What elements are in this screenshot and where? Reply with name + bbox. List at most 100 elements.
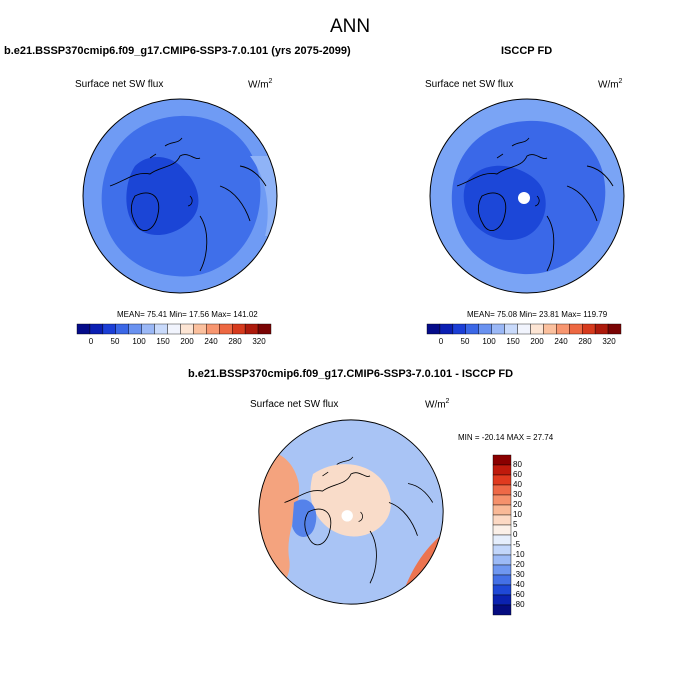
- figure-title: ANN: [329, 16, 371, 37]
- panel2-colorbar-labels: 0 50 100 150 200 240 280 320: [427, 337, 621, 349]
- panel1-colorbar-box: [76, 323, 91, 335]
- panel1-field-right: [250, 156, 277, 236]
- panel3-colorbar-label: -60: [513, 590, 525, 599]
- panel3-units: W/m2: [425, 398, 450, 411]
- panel2-colorbar-box: [569, 323, 583, 335]
- panel3-colorbar-label: 60: [513, 470, 522, 479]
- panel2-colorbar-box: [465, 323, 479, 335]
- panel3-colorbar-label: 80: [513, 460, 522, 469]
- panel3-coast-greenland: [304, 508, 332, 546]
- panel2-coast-greenland: [477, 192, 507, 232]
- panel1-colorbar-box: [219, 323, 233, 335]
- panel1-coast-eurasia: [199, 165, 267, 272]
- panel1-coast-islands: [149, 137, 193, 207]
- panel2-colorbar-label: 320: [602, 337, 616, 346]
- panel3-colorbar-box: [492, 534, 512, 546]
- panel1-colorbar-label: 240: [204, 337, 218, 346]
- panel2-title: ISCCP FD: [501, 45, 553, 57]
- panel2-colorbar-label: 240: [554, 337, 568, 346]
- panel3-colorbar-label: -80: [513, 600, 525, 609]
- panel2-colorbar-box: [426, 323, 441, 335]
- panel1-colorbar-label: 280: [228, 337, 242, 346]
- panel3-colorbar-label: -5: [513, 540, 521, 549]
- panel1-colorbar-label: 100: [132, 337, 146, 346]
- panel3-colorbar-box: [492, 474, 512, 486]
- panel2-colorbar-box: [517, 323, 531, 335]
- panel2-colorbar-box: [581, 323, 596, 335]
- panel3-field-blue-patch: [292, 499, 317, 537]
- panel3-coast-eurasia: [369, 483, 434, 584]
- panel2-colorbar-label: 100: [482, 337, 496, 346]
- panel3-title: b.e21.BSSP370cmip6.f09_g17.CMIP6-SSP3-7.…: [188, 368, 514, 380]
- panel1-colorbar-box: [231, 323, 246, 335]
- panel2-colorbar-box: [530, 323, 544, 335]
- panel2-map: [429, 98, 625, 294]
- panel1-colorbar-label: 50: [110, 337, 120, 346]
- panel1-title: b.e21.BSSP370cmip6.f09_g17.CMIP6-SSP3-7.…: [4, 45, 351, 57]
- panel2-colorbar-box: [543, 323, 557, 335]
- panel1-colorbar-box: [115, 323, 129, 335]
- panel1-colorbar-label: 200: [180, 337, 194, 346]
- panel2-colorbar-box: [556, 323, 570, 335]
- panel2-colorbar-label: 150: [506, 337, 520, 346]
- panel2-colorbar-label: 50: [460, 337, 470, 346]
- panel2-colorbar-box: [478, 323, 492, 335]
- panel3-colorbar-label: -30: [513, 570, 525, 579]
- panel1-colorbar-box: [257, 323, 272, 335]
- panel3-colorbar-box: [492, 484, 512, 496]
- panel3-colorbar-box: [492, 524, 512, 536]
- panel3-colorbar-label: 10: [513, 510, 522, 519]
- panel2-colorbar-label: 0: [438, 337, 444, 346]
- panel2-stats: MEAN= 75.08 Min= 23.81 Max= 119.79: [467, 310, 608, 319]
- panel1-colorbar-box: [102, 323, 117, 335]
- panel1-units: W/m2: [248, 78, 273, 91]
- panel3-colorbar-label: -40: [513, 580, 525, 589]
- panel3-colorbar-label: 30: [513, 490, 522, 499]
- panel2-coast-islands: [496, 137, 540, 207]
- panel3-colorbar-box: [492, 584, 512, 596]
- panel2-units: W/m2: [598, 78, 623, 91]
- panel3-colorbar-box: [492, 574, 512, 586]
- panel3-colorbar-box: [492, 464, 512, 476]
- panel3-coast-islands: [322, 456, 363, 522]
- panel2-colorbar-box: [452, 323, 467, 335]
- panel1-colorbar-box: [154, 323, 168, 335]
- panel1-colorbar-labels: 0 50 100 150 200 240 280 320: [77, 337, 271, 349]
- panel1-stats: MEAN= 75.41 Min= 17.56 Max= 141.02: [117, 310, 258, 319]
- panel2-coast-eurasia: [546, 165, 614, 272]
- panel1-colorbar-label: 150: [156, 337, 170, 346]
- panel1-colorbar-label: 320: [252, 337, 266, 346]
- panel3-stats: MIN = -20.14 MAX = 27.74: [458, 433, 554, 442]
- panel3-colorbar-box: [492, 554, 512, 566]
- panel1-coast-canada: [109, 154, 201, 187]
- panel3-colorbar-box: [492, 514, 512, 526]
- panel1-colorbar-box: [128, 323, 142, 335]
- panel3-colorbar-label: -10: [513, 550, 525, 559]
- panel3-colorbar-label: -20: [513, 560, 525, 569]
- panel3-colorbar-label: 5: [513, 520, 518, 529]
- panel3-colorbar-box: [492, 564, 512, 576]
- panel1-variable-label: Surface net SW flux: [75, 79, 164, 90]
- panel3-colorbar-label: 40: [513, 480, 522, 489]
- panel1-colorbar-box: [89, 323, 104, 335]
- panel3-colorbar-box: [492, 594, 512, 606]
- panel2-colorbar-label: 280: [578, 337, 592, 346]
- panel1-colorbar-box: [244, 323, 259, 335]
- panel1-coast-greenland: [130, 192, 160, 232]
- panel1-colorbar-box: [180, 323, 194, 335]
- panel2-field-dark: [463, 165, 546, 241]
- panel1-colorbar-box: [193, 323, 207, 335]
- panel3-colorbar-box: [492, 494, 512, 506]
- panel3-colorbar-labels: 80 60 40 30 20 10 5 0 -5 -10 -20 -30 -40 -60 -80: [513, 455, 543, 615]
- panel2-colorbar-label: 200: [530, 337, 544, 346]
- panel3-colorbar-label: 0: [513, 530, 518, 539]
- panel3-colorbar-label: 20: [513, 500, 522, 509]
- panel1-map: [82, 98, 278, 294]
- panel2-coast-canada: [456, 154, 548, 187]
- panel3-colorbar-box: [492, 544, 512, 556]
- panel3-coast-canada: [284, 472, 371, 503]
- panel2-colorbar-box: [594, 323, 609, 335]
- panel3-missing-pole: [341, 510, 353, 522]
- panel2-colorbar: [426, 323, 622, 335]
- panel3-colorbar-box: [492, 604, 512, 616]
